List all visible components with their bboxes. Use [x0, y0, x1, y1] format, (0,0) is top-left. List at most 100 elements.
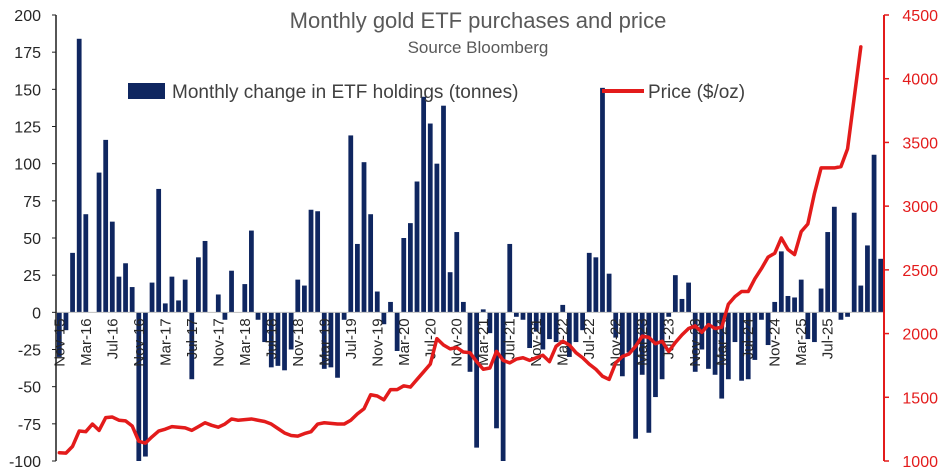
x-tick-label: Nov-19: [369, 318, 386, 366]
etf-bar: [812, 312, 817, 343]
etf-bar: [103, 139, 109, 313]
right-tick-label: 3500: [902, 135, 938, 152]
left-tick-label: 175: [14, 45, 41, 62]
x-tick-label: Mar-16: [78, 318, 95, 366]
x-tick-label: Mar-25: [793, 318, 810, 366]
etf-bar: [408, 223, 413, 313]
etf-bar: [96, 172, 102, 313]
etf-bar: [123, 263, 128, 313]
etf-bar: [858, 285, 864, 313]
legend: Monthly change in ETF holdings (tonnes) …: [128, 82, 745, 103]
etf-bar: [143, 312, 148, 457]
left-tick-label: 0: [32, 305, 41, 322]
right-tick-label: 1000: [902, 454, 938, 471]
etf-bar: [639, 312, 645, 375]
etf-bar: [275, 312, 281, 366]
bar-series: [56, 38, 884, 461]
etf-bar: [692, 312, 698, 372]
right-tick-label: 3000: [902, 199, 938, 216]
etf-bar: [156, 188, 162, 313]
etf-bar: [222, 312, 228, 320]
etf-bar: [454, 232, 460, 313]
etf-bar: [255, 312, 261, 320]
right-tick-label: 4000: [902, 72, 938, 89]
etf-bar: [474, 312, 480, 448]
legend-line-label: Price ($/oz): [648, 82, 745, 103]
etf-bar: [494, 312, 499, 429]
etf-bar: [441, 105, 446, 313]
etf-bar: [818, 288, 824, 313]
etf-bar: [593, 257, 599, 313]
etf-bar: [765, 312, 771, 346]
etf-bar: [878, 258, 884, 313]
etf-bar: [295, 279, 301, 313]
etf-bar: [169, 276, 175, 313]
etf-bar: [752, 312, 758, 360]
right-tick-label: 4500: [902, 8, 938, 25]
etf-bar: [136, 312, 142, 461]
etf-bar: [619, 312, 625, 377]
etf-bar: [745, 312, 751, 380]
etf-bar: [63, 312, 69, 331]
etf-bar: [865, 245, 870, 313]
etf-bar: [70, 252, 75, 313]
etf-bar: [315, 211, 321, 313]
etf-bar: [679, 298, 685, 313]
etf-bar: [573, 312, 579, 343]
etf-bar: [129, 287, 135, 313]
etf-bar: [566, 312, 572, 357]
x-tick-label: Nov-24: [767, 318, 784, 366]
etf-bar: [805, 312, 811, 340]
left-tick-label: -75: [18, 417, 41, 434]
price-line: [57, 45, 863, 455]
etf-bar: [196, 257, 201, 313]
etf-bar: [268, 312, 274, 368]
etf-bar: [845, 312, 850, 317]
etf-bar: [653, 312, 658, 398]
etf-bar: [109, 221, 115, 313]
etf-bar: [394, 312, 400, 351]
x-tick-label: Jul-25: [820, 318, 837, 359]
etf-bar: [262, 312, 268, 343]
etf-bar: [778, 251, 784, 313]
etf-bar: [374, 291, 380, 313]
x-tick-label: Jul-18: [263, 318, 280, 359]
etf-bar: [712, 312, 718, 375]
etf-bar: [288, 312, 294, 350]
x-tick-label: Nov-20: [449, 318, 466, 366]
etf-bar: [725, 312, 731, 380]
etf-bar: [182, 279, 188, 313]
etf-bar: [706, 312, 711, 369]
etf-bar: [355, 243, 360, 313]
etf-bar: [328, 312, 334, 368]
etf-bar: [388, 301, 393, 313]
etf-bar: [487, 312, 493, 334]
etf-bar: [321, 312, 327, 369]
left-tick-label: 50: [23, 231, 41, 248]
x-tick-label: Jul-21: [502, 318, 519, 359]
etf-bar: [381, 312, 387, 325]
legend-bar-label: Monthly change in ETF holdings (tonnes): [172, 82, 518, 103]
etf-bar: [580, 312, 585, 331]
etf-bar: [659, 312, 665, 380]
left-tick-label: 200: [14, 8, 41, 25]
etf-bar: [480, 309, 486, 313]
left-tick-label: 125: [14, 120, 41, 137]
x-tick-label: Mar-21: [475, 318, 492, 366]
right-tick-label: 2500: [902, 263, 938, 280]
left-tick-label: -100: [9, 454, 41, 471]
etf-bar: [553, 312, 559, 343]
etf-bar: [335, 312, 340, 378]
right-axis: 4500 4000 3500 3000 2500 2000 1500 1000: [883, 8, 938, 471]
etf-bar: [672, 275, 678, 313]
x-tick-label: Jul-19: [343, 318, 360, 359]
etf-bar: [414, 181, 420, 313]
etf-bar: [527, 312, 532, 349]
etf-bar: [540, 312, 546, 350]
x-tick-label: Jul-23: [661, 318, 678, 359]
etf-bar: [401, 238, 407, 313]
x-tick-label: Nov-22: [608, 318, 625, 366]
x-tick-label: Nov-17: [210, 318, 227, 366]
x-tick-label: Nov-15: [51, 318, 68, 366]
etf-bar: [739, 312, 744, 381]
